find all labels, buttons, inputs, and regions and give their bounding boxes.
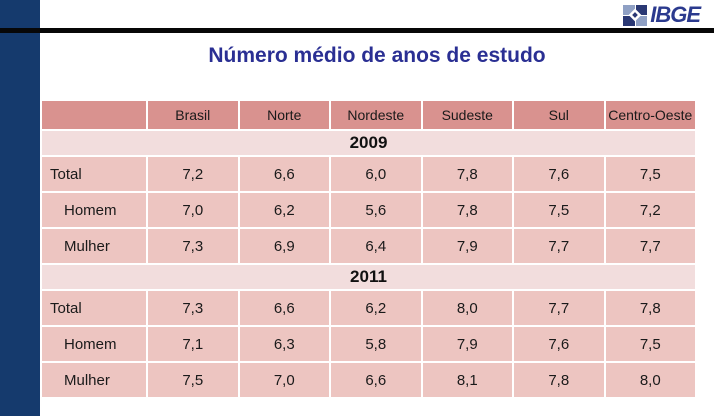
column-header-norte: Norte — [239, 101, 329, 129]
column-header-nordeste: Nordeste — [331, 101, 421, 129]
year-band-2009: 2009 — [42, 131, 695, 155]
table-cell: 7,0 — [148, 193, 238, 227]
study-years-table: Brasil Norte Nordeste Sudeste Sul Centro… — [42, 101, 695, 397]
ibge-logo-icon — [623, 4, 648, 26]
table-cell: 7,3 — [148, 229, 238, 263]
table-cell: 7,8 — [514, 363, 604, 397]
row-label-total-2009: Total — [42, 157, 146, 191]
table-cell: 6,6 — [239, 291, 329, 325]
column-header-centro-oeste: Centro-Oeste — [605, 101, 695, 129]
table-cell: 7,5 — [148, 363, 238, 397]
table-cell: 7,2 — [148, 157, 238, 191]
table-cell: 8,0 — [605, 363, 695, 397]
table-cell: 7,3 — [148, 291, 238, 325]
table-cell: 6,2 — [239, 193, 329, 227]
table-cell: 6,9 — [239, 229, 329, 263]
table-cell: 7,5 — [514, 193, 604, 227]
table-cell: 7,9 — [422, 327, 512, 361]
table-cell: 7,5 — [605, 157, 695, 191]
table-cell: 7,1 — [148, 327, 238, 361]
table-cell: 8,1 — [422, 363, 512, 397]
table-cell: 7,7 — [605, 229, 695, 263]
table-cell: 7,6 — [514, 327, 604, 361]
column-header-sudeste: Sudeste — [422, 101, 512, 129]
table-cell: 7,2 — [605, 193, 695, 227]
page-title: Número médio de anos de estudo — [208, 44, 546, 67]
table-cell: 7,9 — [422, 229, 512, 263]
table-cell: 7,0 — [239, 363, 329, 397]
row-label-homem-2009: Homem — [42, 193, 146, 227]
table-cell: 7,8 — [422, 157, 512, 191]
table-cell: 6,6 — [331, 363, 421, 397]
table-cell: 7,7 — [514, 229, 604, 263]
table-cell: 6,2 — [331, 291, 421, 325]
row-label-total-2011: Total — [42, 291, 146, 325]
column-header-sul: Sul — [514, 101, 604, 129]
table-cell: 6,0 — [331, 157, 421, 191]
table-cell: 6,3 — [239, 327, 329, 361]
table-cell: 7,6 — [514, 157, 604, 191]
row-label-mulher-2011: Mulher — [42, 363, 146, 397]
ibge-logo-text: IBGE — [650, 2, 701, 27]
row-label-homem-2011: Homem — [42, 327, 146, 361]
table-cell: 7,8 — [605, 291, 695, 325]
ibge-logo: IBGE — [623, 2, 701, 27]
table-cell: 5,6 — [331, 193, 421, 227]
table-cell: 7,7 — [514, 291, 604, 325]
row-label-mulher-2009: Mulher — [42, 229, 146, 263]
column-header-brasil: Brasil — [148, 101, 238, 129]
table-cell: 8,0 — [422, 291, 512, 325]
table-cell: 7,8 — [422, 193, 512, 227]
header-divider-rule — [0, 28, 714, 33]
year-band-2011: 2011 — [42, 265, 695, 289]
left-accent-bar — [0, 0, 40, 416]
table-cell: 7,5 — [605, 327, 695, 361]
table-cell: 6,6 — [239, 157, 329, 191]
table-cell: 5,8 — [331, 327, 421, 361]
table-cell: 6,4 — [331, 229, 421, 263]
table-corner-cell — [42, 101, 146, 129]
